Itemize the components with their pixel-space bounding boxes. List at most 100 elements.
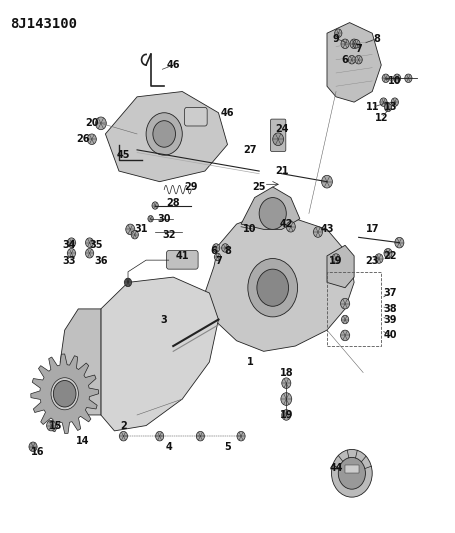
Text: 33: 33 [62,256,76,266]
Circle shape [148,216,153,222]
Polygon shape [205,214,354,351]
Circle shape [273,133,283,146]
Text: 11: 11 [365,102,379,112]
Text: 9: 9 [333,34,339,44]
Circle shape [341,316,349,324]
Circle shape [384,103,392,112]
Circle shape [86,248,94,258]
Circle shape [382,74,389,83]
Circle shape [341,39,349,49]
Circle shape [87,134,96,144]
Circle shape [355,55,362,64]
Text: 16: 16 [31,447,44,457]
Circle shape [380,98,387,107]
Text: 19: 19 [329,256,343,266]
Circle shape [335,29,342,37]
Text: 15: 15 [49,421,62,431]
Circle shape [124,278,131,287]
Text: 8: 8 [373,34,380,44]
Text: 8: 8 [224,246,231,256]
Text: 36: 36 [94,256,108,266]
Circle shape [67,248,76,258]
Text: 8J143100: 8J143100 [10,17,77,31]
Text: 24: 24 [275,124,288,134]
Text: 44: 44 [329,463,343,473]
Polygon shape [345,465,359,473]
Text: 2: 2 [120,421,127,431]
Circle shape [51,378,78,410]
Text: 10: 10 [388,76,402,86]
Circle shape [131,230,138,239]
Circle shape [212,244,220,252]
Circle shape [281,393,292,406]
Text: 42: 42 [279,219,293,229]
Text: 5: 5 [224,442,231,452]
Circle shape [339,457,365,489]
Text: 4: 4 [165,442,172,452]
Text: 7: 7 [215,256,222,266]
Text: 37: 37 [384,288,397,298]
Circle shape [391,98,399,107]
Text: 32: 32 [162,230,176,240]
Text: 26: 26 [76,134,90,144]
Polygon shape [327,22,381,102]
Circle shape [259,198,286,229]
Text: 20: 20 [85,118,99,128]
Text: 10: 10 [243,224,257,235]
Text: 6: 6 [342,55,349,64]
Circle shape [222,244,229,252]
Circle shape [53,381,76,407]
Circle shape [394,74,401,83]
Circle shape [214,253,221,261]
Circle shape [405,74,412,83]
Text: 31: 31 [135,224,148,235]
Text: 18: 18 [279,368,293,377]
Text: 1: 1 [247,357,253,367]
Circle shape [282,410,291,420]
Text: 34: 34 [62,240,76,251]
FancyBboxPatch shape [270,119,286,151]
Text: 41: 41 [176,251,189,261]
Circle shape [96,117,106,130]
FancyBboxPatch shape [185,108,207,126]
Polygon shape [31,354,99,433]
Text: 23: 23 [365,256,379,266]
Circle shape [322,175,333,188]
Text: 12: 12 [374,113,388,123]
Circle shape [67,238,76,247]
Text: 39: 39 [384,314,397,325]
Text: 3: 3 [161,314,167,325]
Circle shape [29,442,37,451]
Text: 22: 22 [384,251,397,261]
Text: 6: 6 [211,246,217,256]
Polygon shape [60,309,101,415]
Text: 46: 46 [221,108,234,118]
Circle shape [257,269,288,306]
Text: 17: 17 [365,224,379,235]
Text: 30: 30 [157,214,171,224]
Text: 43: 43 [320,224,334,235]
Circle shape [126,224,135,235]
FancyBboxPatch shape [167,251,198,269]
Circle shape [348,55,355,64]
Circle shape [282,378,291,389]
Circle shape [146,113,182,155]
Circle shape [152,202,158,209]
Text: 29: 29 [185,182,198,192]
Text: 19: 19 [279,410,293,420]
Circle shape [350,39,358,49]
Circle shape [237,431,245,441]
Polygon shape [241,187,300,229]
Circle shape [375,254,383,263]
Text: 46: 46 [167,60,180,70]
Circle shape [353,39,360,48]
Circle shape [153,120,176,147]
Circle shape [340,298,349,309]
Circle shape [196,431,204,441]
Text: 13: 13 [384,102,397,112]
Text: 14: 14 [76,437,90,447]
Text: 40: 40 [384,330,397,341]
Text: 21: 21 [275,166,288,176]
Text: 45: 45 [117,150,130,160]
Circle shape [156,431,164,441]
